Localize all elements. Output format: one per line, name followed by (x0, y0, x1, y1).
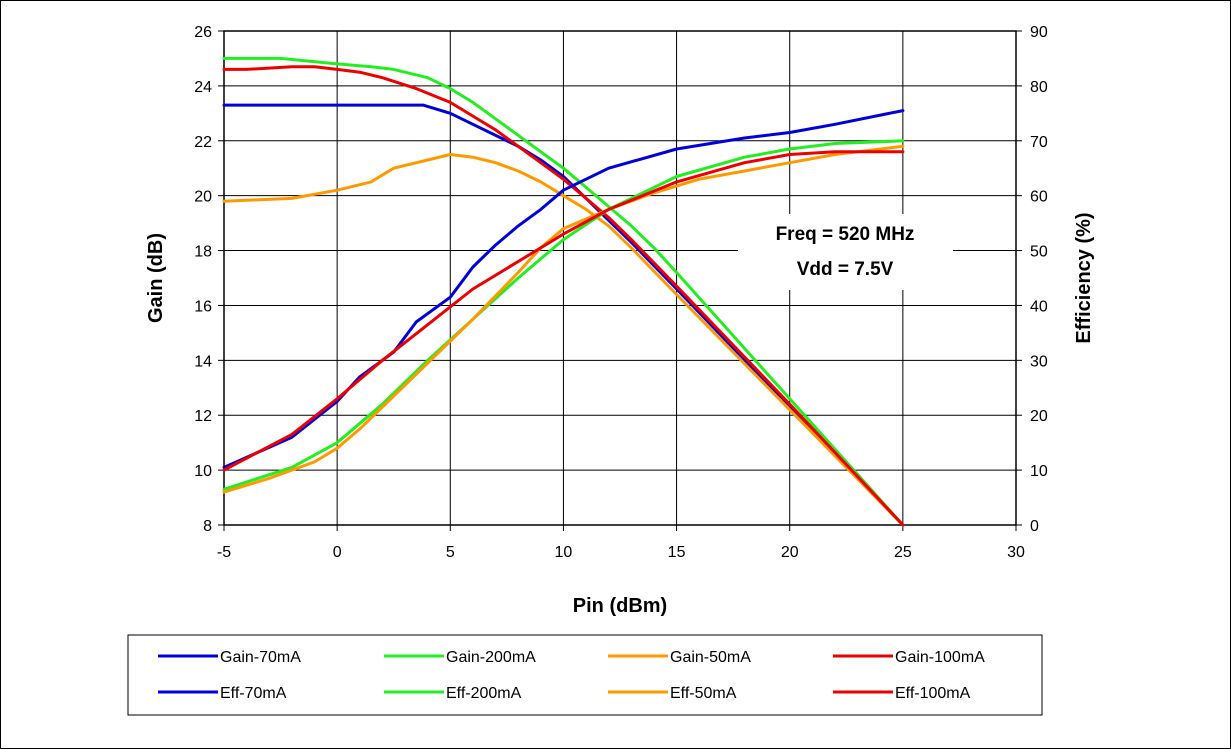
y2-tick-label: 80 (1030, 79, 1048, 96)
annotation-box (738, 214, 953, 290)
series-line-eff-100ma (222, 150, 905, 472)
y2-tick-label: 50 (1030, 244, 1048, 261)
x-tick-label: 0 (333, 544, 342, 561)
legend-label: Eff-50mA (670, 685, 737, 702)
y2-axis-title: Efficiency (%) (1073, 212, 1095, 343)
series-line-eff-50ma (222, 144, 905, 494)
y2-tick-label: 0 (1030, 518, 1039, 535)
y-tick-label: 8 (203, 518, 212, 535)
x-tick-labels: -5 0 5 10 15 20 25 30 (217, 544, 1025, 561)
legend-label: Gain-200mA (446, 649, 536, 666)
y-tick-label: 26 (194, 24, 212, 41)
y-tick-label: 24 (194, 79, 212, 96)
series-line-gain-200ma (222, 56, 905, 527)
y2-tick-label: 40 (1030, 298, 1048, 315)
legend-label: Eff-200mA (446, 685, 522, 702)
x-axis-title: Pin (dBm) (573, 595, 667, 617)
y2-tick-label: 30 (1030, 353, 1048, 370)
series-lines (222, 56, 905, 527)
x-tick-label: 20 (781, 544, 799, 561)
legend-label: Eff-100mA (895, 685, 971, 702)
legend-box (127, 634, 1043, 716)
x-tick-label: -5 (217, 544, 231, 561)
y-tick-labels: 8 10 12 14 16 18 20 22 24 26 (194, 24, 212, 535)
y-tick-label: 18 (194, 244, 212, 261)
y-tick-label: 22 (194, 134, 212, 151)
x-tick-label: 10 (555, 544, 573, 561)
series-line-gain-100ma (222, 65, 905, 527)
legend-label: Eff-70mA (220, 685, 287, 702)
y-tick-label: 14 (194, 353, 212, 370)
series-line-gain-50ma (222, 153, 905, 527)
series-line-eff-200ma (222, 139, 905, 491)
legend-label: Gain-50mA (670, 649, 751, 666)
y2-tick-label: 10 (1030, 463, 1048, 480)
x-tick-label: 25 (894, 544, 912, 561)
y-tick-label: 20 (194, 189, 212, 206)
annotation-voltage: Vdd = 7.5V (797, 259, 894, 280)
y-tick-label: 16 (194, 298, 212, 315)
y-axis-title: Gain (dB) (145, 233, 167, 323)
x-tick-label: 30 (1007, 544, 1025, 561)
x-tick-label: 15 (668, 544, 686, 561)
legend-label: Gain-70mA (220, 649, 301, 666)
x-tick-label: 5 (446, 544, 455, 561)
y2-tick-labels: 0 10 20 30 40 50 60 70 80 90 (1030, 24, 1048, 535)
plot-area (223, 30, 1017, 526)
y-tick-label: 10 (194, 463, 212, 480)
y2-tick-label: 60 (1030, 189, 1048, 206)
annotation-frequency: Freq = 520 MHz (776, 224, 915, 245)
y2-tick-label: 90 (1030, 24, 1048, 41)
legend: Gain-70mA Gain-200mA Gain-50mA Gain-100mA Ef… (158, 649, 985, 702)
y2-tick-label: 70 (1030, 134, 1048, 151)
y-tick-label: 12 (194, 408, 212, 425)
y2-tick-label: 20 (1030, 408, 1048, 425)
legend-label: Gain-100mA (895, 649, 985, 666)
